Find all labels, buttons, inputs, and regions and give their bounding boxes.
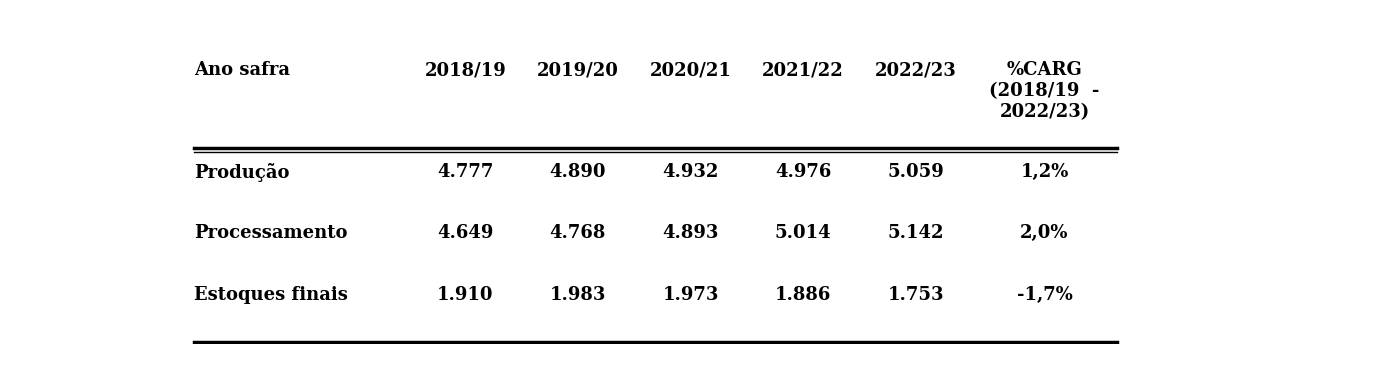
Text: 4.976: 4.976 (775, 163, 832, 181)
Text: 2018/19: 2018/19 (425, 61, 507, 79)
Text: Produção: Produção (194, 163, 291, 182)
Text: 4.649: 4.649 (437, 224, 494, 242)
Text: 4.890: 4.890 (549, 163, 606, 181)
Text: 1.973: 1.973 (663, 286, 718, 304)
Text: -1,7%: -1,7% (1017, 286, 1073, 304)
Text: 2019/20: 2019/20 (537, 61, 619, 79)
Text: 4.932: 4.932 (663, 163, 718, 181)
Text: 4.777: 4.777 (437, 163, 494, 181)
Text: 2022/23: 2022/23 (875, 61, 956, 79)
Text: 1,2%: 1,2% (1020, 163, 1068, 181)
Text: 5.059: 5.059 (887, 163, 944, 181)
Text: 2021/22: 2021/22 (763, 61, 844, 79)
Text: 5.014: 5.014 (775, 224, 832, 242)
Text: 1.910: 1.910 (437, 286, 494, 304)
Text: 1.753: 1.753 (887, 286, 944, 304)
Text: 1.886: 1.886 (775, 286, 832, 304)
Text: 4.893: 4.893 (663, 224, 718, 242)
Text: Estoques finais: Estoques finais (194, 286, 349, 304)
Text: %CARG
(2018/19  -
2022/23): %CARG (2018/19 - 2022/23) (990, 61, 1100, 121)
Text: 5.142: 5.142 (887, 224, 944, 242)
Text: 2020/21: 2020/21 (649, 61, 732, 79)
Text: Ano safra: Ano safra (194, 61, 291, 79)
Text: 2,0%: 2,0% (1020, 224, 1068, 242)
Text: 1.983: 1.983 (549, 286, 606, 304)
Text: Processamento: Processamento (194, 224, 347, 242)
Text: 4.768: 4.768 (549, 224, 606, 242)
